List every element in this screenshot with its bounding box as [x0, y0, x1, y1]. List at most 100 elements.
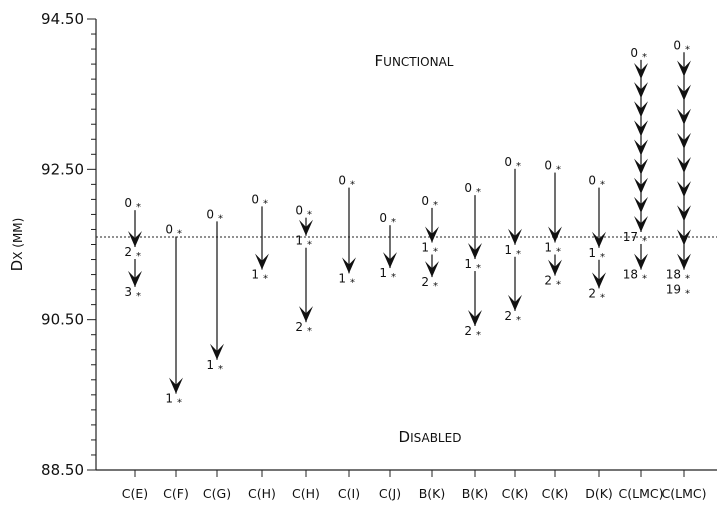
arrow-head	[677, 205, 691, 222]
point-marker: *	[433, 281, 438, 292]
y-tick-label: 92.50	[41, 160, 84, 178]
point-label: 0	[295, 204, 303, 218]
y-tick-label: 90.50	[41, 311, 84, 329]
y-tick-label: 94.50	[41, 10, 84, 28]
point-label: 2	[588, 286, 596, 300]
point-marker: *	[642, 236, 647, 247]
point-label: 1	[588, 246, 596, 260]
category-label: C(G)	[203, 486, 231, 501]
arrow-head	[383, 252, 397, 269]
arrow-head	[468, 309, 482, 326]
arrow-column: 0 * 1 *	[338, 174, 356, 288]
point-label: 17	[623, 230, 638, 244]
point-marker: *	[218, 213, 223, 224]
arrow-column: 0 * 1 * 2 *	[421, 194, 439, 292]
y-axis-label: DX (MM)	[8, 218, 26, 272]
category-label: C(H)	[248, 486, 276, 501]
point-marker: *	[476, 330, 481, 341]
point-label: 1	[504, 243, 512, 257]
point-marker: *	[685, 274, 690, 285]
arrow-head	[299, 306, 313, 323]
category-label: D(K)	[585, 486, 613, 501]
arrow-head	[169, 377, 183, 394]
category-label: C(LMC)	[619, 486, 664, 501]
point-label: 2	[124, 245, 132, 259]
arrow-column: 0 * 2 * 3 *	[124, 196, 142, 302]
arrow-column: 0 * 1 * 2 *	[464, 181, 482, 341]
arrow-head	[634, 139, 648, 156]
arrow-head	[677, 60, 691, 77]
arrow-head	[634, 120, 648, 137]
point-marker: *	[350, 180, 355, 191]
point-marker: *	[136, 291, 141, 302]
point-label: 2	[544, 274, 552, 288]
arrow-head	[677, 253, 691, 270]
category-label: C(K)	[502, 486, 529, 501]
arrow-head	[677, 108, 691, 125]
arrow-column: 0 * 1 * 2 *	[295, 204, 313, 337]
point-label: 1	[379, 266, 387, 280]
arrow-marks: 0 * 2 * 3 * 0 * 1 * 0 * 1 * 0 * 1 * 0 * 1 * 2 * 0 * 1 * 0 * 1 * 0 * 1 * 2 * 0 *…	[124, 38, 691, 409]
point-label: 0	[464, 181, 472, 195]
arrow-head	[634, 215, 648, 232]
category-label: C(K)	[542, 486, 569, 501]
point-label: 0	[544, 159, 552, 173]
arrow-head	[548, 259, 562, 276]
arrow-head	[677, 132, 691, 149]
y-tick-labels: 94.50 92.50 90.50 88.50	[41, 10, 84, 479]
arrow-column: 0 * 1 * 2 *	[588, 174, 606, 303]
point-marker: *	[685, 44, 690, 55]
point-label: 0	[588, 174, 596, 188]
point-marker: *	[136, 251, 141, 262]
point-label: 0	[338, 174, 346, 188]
point-marker: *	[685, 289, 690, 300]
point-marker: *	[350, 277, 355, 288]
point-label: 0	[251, 192, 259, 206]
arrow-head	[299, 219, 313, 236]
arrow-head	[425, 261, 439, 278]
point-marker: *	[600, 252, 605, 263]
point-label: 1	[464, 257, 472, 271]
arrow-head	[634, 158, 648, 175]
point-label: 18	[623, 268, 638, 282]
point-marker: *	[307, 210, 312, 221]
arrow-head	[508, 228, 522, 245]
point-label: 1	[165, 392, 173, 406]
point-label: 1	[251, 268, 259, 282]
point-marker: *	[218, 364, 223, 375]
point-label: 18	[666, 268, 681, 282]
point-label: 19	[666, 283, 681, 297]
point-label: 0	[673, 38, 681, 52]
point-marker: *	[556, 247, 561, 258]
arrow-column: 0 * 1 *	[251, 192, 269, 285]
arrow-head	[677, 181, 691, 198]
point-label: 0	[504, 155, 512, 169]
point-marker: *	[263, 274, 268, 285]
arrow-head	[677, 157, 691, 174]
point-marker: *	[263, 198, 268, 209]
region-top-lead: F	[375, 52, 384, 70]
axes	[87, 18, 717, 477]
arrow-head	[342, 257, 356, 274]
category-label: C(J)	[379, 486, 401, 501]
point-label: 1	[421, 241, 429, 255]
category-label: C(LMC)	[662, 486, 707, 501]
point-label: 1	[338, 271, 346, 285]
arrow-column: 0 * 18 * 19 *	[666, 38, 691, 300]
arrow-head	[508, 294, 522, 311]
point-marker: *	[516, 161, 521, 172]
point-marker: *	[136, 202, 141, 213]
arrow-head	[468, 243, 482, 260]
region-top-rest: UNCTIONAL	[383, 55, 454, 69]
point-marker: *	[516, 249, 521, 260]
point-marker: *	[391, 217, 396, 228]
arrow-head	[634, 253, 648, 270]
point-label: 1	[544, 241, 552, 255]
arrow-head	[255, 253, 269, 270]
point-marker: *	[433, 247, 438, 258]
arrow-head	[677, 229, 691, 246]
point-marker: *	[476, 187, 481, 198]
point-marker: *	[177, 398, 182, 409]
point-marker: *	[177, 228, 182, 239]
